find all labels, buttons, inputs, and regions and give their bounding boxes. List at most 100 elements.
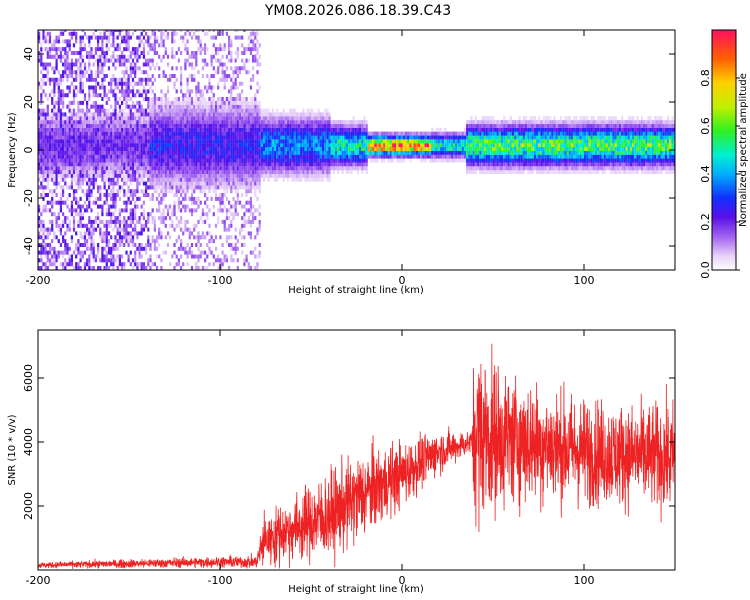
spectrogram-cell bbox=[204, 51, 207, 55]
spectrogram-cell bbox=[208, 208, 211, 213]
spectrogram-cell bbox=[151, 219, 154, 224]
spectrogram-cell bbox=[361, 162, 364, 167]
spectrogram-cell bbox=[180, 35, 183, 40]
spectrogram-cell bbox=[129, 158, 132, 163]
spectrogram-cell bbox=[321, 170, 325, 174]
spectrogram-cell bbox=[258, 127, 261, 132]
spectrogram-cell bbox=[291, 162, 294, 167]
spectrogram-cell bbox=[68, 219, 71, 224]
spectrogram-cell bbox=[68, 227, 71, 232]
spectrogram-cell bbox=[188, 185, 191, 190]
spectrogram-cell bbox=[42, 120, 45, 125]
spectrogram-cell bbox=[79, 35, 82, 40]
spectrogram-cell bbox=[38, 231, 41, 236]
spectrogram-cell bbox=[352, 135, 355, 140]
spectrogram-cell bbox=[86, 54, 89, 59]
spectrogram-cell bbox=[365, 143, 368, 148]
spectrogram-cell bbox=[210, 166, 213, 171]
spectrogram-cell bbox=[291, 147, 294, 151]
spectrogram-cell bbox=[245, 104, 248, 109]
spectrogram-cell bbox=[193, 181, 196, 186]
spectrogram-cell bbox=[125, 239, 128, 244]
spectrogram-cell bbox=[101, 170, 104, 174]
spectrogram-cell bbox=[162, 219, 165, 224]
spectrogram-cell bbox=[75, 166, 78, 171]
spectrogram-cell bbox=[105, 208, 108, 213]
spectrogram-cell bbox=[345, 154, 349, 159]
spectrogram-cell bbox=[158, 100, 161, 105]
spectrogram-cell bbox=[105, 193, 108, 197]
spectrogram-cell bbox=[273, 116, 277, 121]
spectrogram-cell bbox=[38, 235, 41, 240]
spectrogram-cell bbox=[278, 139, 281, 144]
spectrogram-cell bbox=[210, 127, 213, 132]
spectrogram-cell bbox=[48, 112, 52, 117]
spectrogram-cell bbox=[88, 219, 91, 224]
spectrogram-cell bbox=[284, 154, 287, 159]
spectrogram-cell bbox=[247, 170, 250, 174]
spectrogram-cell bbox=[328, 158, 331, 163]
spectrogram-cell bbox=[129, 89, 132, 94]
spectrogram-cell bbox=[376, 143, 379, 148]
spectrogram-cell bbox=[158, 162, 161, 167]
spectrogram-cell bbox=[343, 143, 346, 148]
spectrogram-cell bbox=[330, 154, 333, 159]
spectrogram-cell bbox=[75, 74, 78, 78]
spectrogram-cell bbox=[70, 154, 73, 159]
spectrogram-cell bbox=[99, 85, 102, 90]
spectrogram-cell bbox=[208, 112, 211, 117]
spectrogram-cell bbox=[208, 181, 211, 186]
spectrogram-cell bbox=[317, 143, 320, 148]
spectrogram-cell bbox=[88, 158, 91, 163]
spectrogram-cell bbox=[293, 112, 296, 117]
spectrogram-cell bbox=[190, 185, 194, 190]
spectrogram-cell bbox=[269, 120, 272, 125]
spectrogram-cell bbox=[48, 243, 52, 247]
spectrogram-cell bbox=[212, 181, 215, 186]
spectrogram-cell bbox=[149, 135, 152, 140]
spectrogram-cell bbox=[263, 173, 266, 178]
spectrogram-cell bbox=[173, 123, 176, 128]
spectrogram-cell bbox=[81, 166, 84, 171]
spectrogram-cell bbox=[304, 177, 307, 182]
spectrogram-cell bbox=[291, 143, 294, 148]
spectrogram-cell bbox=[238, 170, 242, 174]
spectrogram-cell bbox=[162, 212, 165, 217]
spectrogram-cell bbox=[101, 246, 104, 251]
spectrogram-cell bbox=[214, 139, 218, 144]
spectrogram-cell bbox=[155, 112, 159, 117]
spectrogram-cell bbox=[284, 120, 287, 125]
spectrogram-cell bbox=[206, 143, 209, 148]
spectrogram-cell bbox=[153, 227, 156, 232]
spectrogram-cell bbox=[164, 223, 167, 228]
spectrogram-cell bbox=[171, 177, 174, 182]
spectrogram-cell bbox=[59, 100, 62, 105]
spectrogram-cell bbox=[70, 35, 73, 40]
spectrogram-cell bbox=[339, 154, 342, 159]
spectrogram-cell bbox=[210, 58, 213, 63]
spectrogram-cell bbox=[68, 120, 71, 125]
spectrogram-cell bbox=[118, 162, 121, 167]
spectrogram-cell bbox=[110, 158, 113, 163]
spectrogram-cell bbox=[101, 47, 104, 52]
spectrogram-cell bbox=[116, 47, 119, 52]
spectrogram-cell bbox=[201, 100, 204, 105]
spectrogram-cell bbox=[335, 135, 338, 140]
spectrogram-cell bbox=[225, 216, 228, 221]
spectrogram-cell bbox=[356, 170, 360, 174]
spectrogram-cell bbox=[112, 219, 115, 224]
spectrogram-cell bbox=[110, 166, 113, 171]
spectrogram-cell bbox=[297, 112, 301, 117]
spectrogram-cell bbox=[328, 120, 331, 125]
spectrogram-cell bbox=[223, 120, 226, 125]
spectrogram-cell bbox=[140, 131, 143, 136]
spectrogram-cell bbox=[234, 170, 237, 174]
spectrogram-cell bbox=[66, 154, 69, 159]
spectrogram-cell bbox=[59, 116, 62, 121]
spectrogram-cell bbox=[210, 112, 213, 117]
spectrogram-cell bbox=[97, 250, 100, 255]
spectrogram-cell bbox=[90, 231, 93, 236]
spectrogram-cell bbox=[125, 97, 128, 101]
spectrogram-cell bbox=[345, 123, 349, 128]
spectrogram-cell bbox=[81, 212, 84, 217]
